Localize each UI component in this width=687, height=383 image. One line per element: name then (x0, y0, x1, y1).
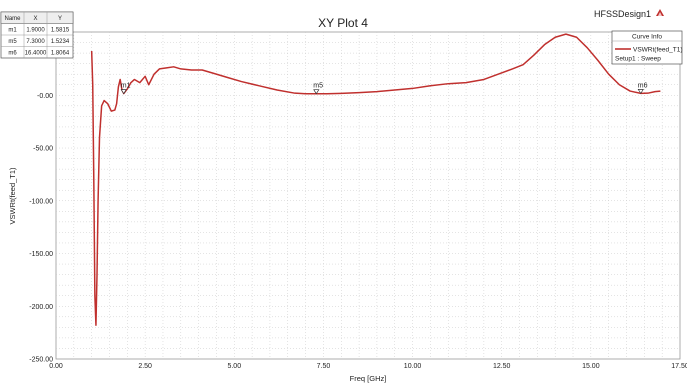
marker-table-cell: 1.8064 (51, 51, 70, 57)
x-tick-label: 2.50 (138, 363, 152, 370)
y-tick-label: -100.00 (29, 198, 53, 205)
x-tick-label: 17.50 (671, 363, 687, 370)
marker-table-cell: 7.3000 (26, 39, 45, 45)
legend-title: Curve Info (632, 34, 662, 41)
marker-table[interactable]: Name X Ym1 1.9000 1.5815 m5 7.3000 1.5234 m6 16.4… (0, 11, 74, 59)
x-tick-label: 5.00 (227, 363, 241, 370)
marker-table-cell: m1 (8, 28, 17, 34)
marker-triangle-icon (313, 89, 320, 95)
x-tick-labels: 0.00 2.50 5.00 7.50 10.00 12.50 15.00 17.50 (49, 363, 687, 370)
x-tick-label: 10.00 (404, 363, 422, 370)
series-layer (90, 33, 661, 326)
legend-series-name: VSWRt(feed_T1) (633, 47, 683, 54)
legend-series-setup: Setup1 : Sweep (615, 56, 661, 63)
legend-frame (611, 30, 683, 65)
marker-table-cell: 1.9000 (26, 28, 45, 34)
y-tick-label: -0.00 (37, 93, 53, 100)
x-tick-label: 0.00 (49, 363, 63, 370)
grid (56, 32, 680, 359)
marker-table-cell: 1.5234 (51, 39, 70, 45)
marker-triangle-icon (637, 89, 644, 95)
y-axis-title: VSWRt(feed_T1) (8, 167, 17, 225)
x-tick-label: 12.50 (493, 363, 511, 370)
marker-table-cell: m5 (8, 39, 17, 45)
marker-table-header: X (33, 16, 37, 22)
marker-label: m5 (313, 83, 323, 90)
x-axis-title: Freq [GHz] (350, 374, 387, 383)
legend[interactable]: Curve Info VSWRt(feed_T1) Setup1 : Sweep (611, 30, 683, 65)
marker-table-cell: m6 (8, 51, 17, 57)
marker-label: m1 (121, 83, 131, 90)
design-name: HFSSDesign1 (594, 9, 651, 19)
x-tick-label: 7.50 (317, 363, 331, 370)
marker-label: m6 (638, 82, 648, 89)
marker-layer: m1 m5 m6 (120, 82, 648, 95)
y-tick-label: -200.00 (29, 304, 53, 311)
y-tick-label: -150.00 (29, 251, 53, 258)
marker-table-header: Y (58, 16, 62, 22)
marker-table-cell: 16.4000 (25, 51, 47, 57)
y-tick-labels: 50.00-0.00-50.00-100.00-150.00-200.00-25… (29, 40, 53, 363)
y-tick-label: -250.00 (29, 357, 53, 364)
y-tick-label: -50.00 (33, 146, 53, 153)
marker-table-cell: 1.5815 (51, 28, 70, 34)
x-tick-label: 15.00 (582, 363, 600, 370)
marker-triangle-icon (120, 89, 127, 95)
plot-area (55, 31, 681, 360)
marker-table-header: Name (4, 16, 21, 22)
series-line (90, 33, 661, 326)
ansoft-logo-icon (656, 9, 664, 16)
chart-title: XY Plot 4 (318, 16, 368, 30)
